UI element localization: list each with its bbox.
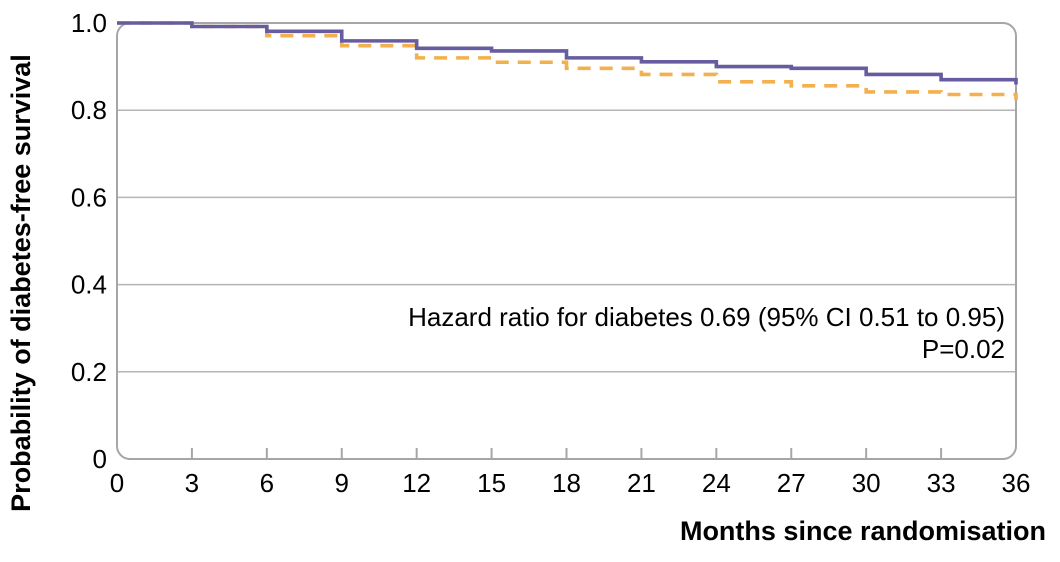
x-tick-label-18: 18	[552, 468, 581, 498]
y-tick-label-0.4: 0.4	[71, 270, 107, 300]
y-tick-label-0.8: 0.8	[71, 95, 107, 125]
y-axis-title: Probability of diabetes-free survival	[6, 54, 36, 512]
hazard-ratio-annotation: Hazard ratio for diabetes 0.69 (95% CI 0…	[408, 302, 1005, 332]
x-axis-tick-labels: 0 3 6 9 12 15 18 21 24 27 30 33 36	[110, 468, 1031, 498]
x-tick-label-12: 12	[402, 468, 431, 498]
x-tick-label-33: 33	[927, 468, 956, 498]
x-tick-label-36: 36	[1002, 468, 1031, 498]
y-tick-label-1.0: 1.0	[71, 8, 107, 38]
x-tick-label-24: 24	[702, 468, 731, 498]
x-tick-label-9: 9	[335, 468, 349, 498]
x-tick-label-6: 6	[260, 468, 274, 498]
y-tick-label-0.6: 0.6	[71, 182, 107, 212]
x-axis-title: Months since randomisation	[680, 516, 1046, 546]
y-tick-label-0: 0	[93, 444, 107, 474]
y-tick-label-0.2: 0.2	[71, 357, 107, 387]
x-tick-label-30: 30	[852, 468, 881, 498]
plot-frame	[116, 22, 1017, 460]
series-curves	[117, 21, 1018, 101]
dashed-orange-curve	[117, 21, 1018, 101]
x-axis-ticks	[190, 448, 943, 458]
x-tick-label-27: 27	[777, 468, 806, 498]
x-tick-label-15: 15	[477, 468, 506, 498]
p-value-annotation: P=0.02	[922, 334, 1005, 364]
y-axis-tick-labels: 0 0.2 0.4 0.6 0.8 1.0	[71, 8, 107, 474]
x-tick-label-3: 3	[185, 468, 199, 498]
solid-purple-curve	[117, 21, 1018, 85]
gridlines	[117, 109, 1016, 373]
x-tick-label-21: 21	[627, 468, 656, 498]
x-tick-label-0: 0	[110, 468, 124, 498]
